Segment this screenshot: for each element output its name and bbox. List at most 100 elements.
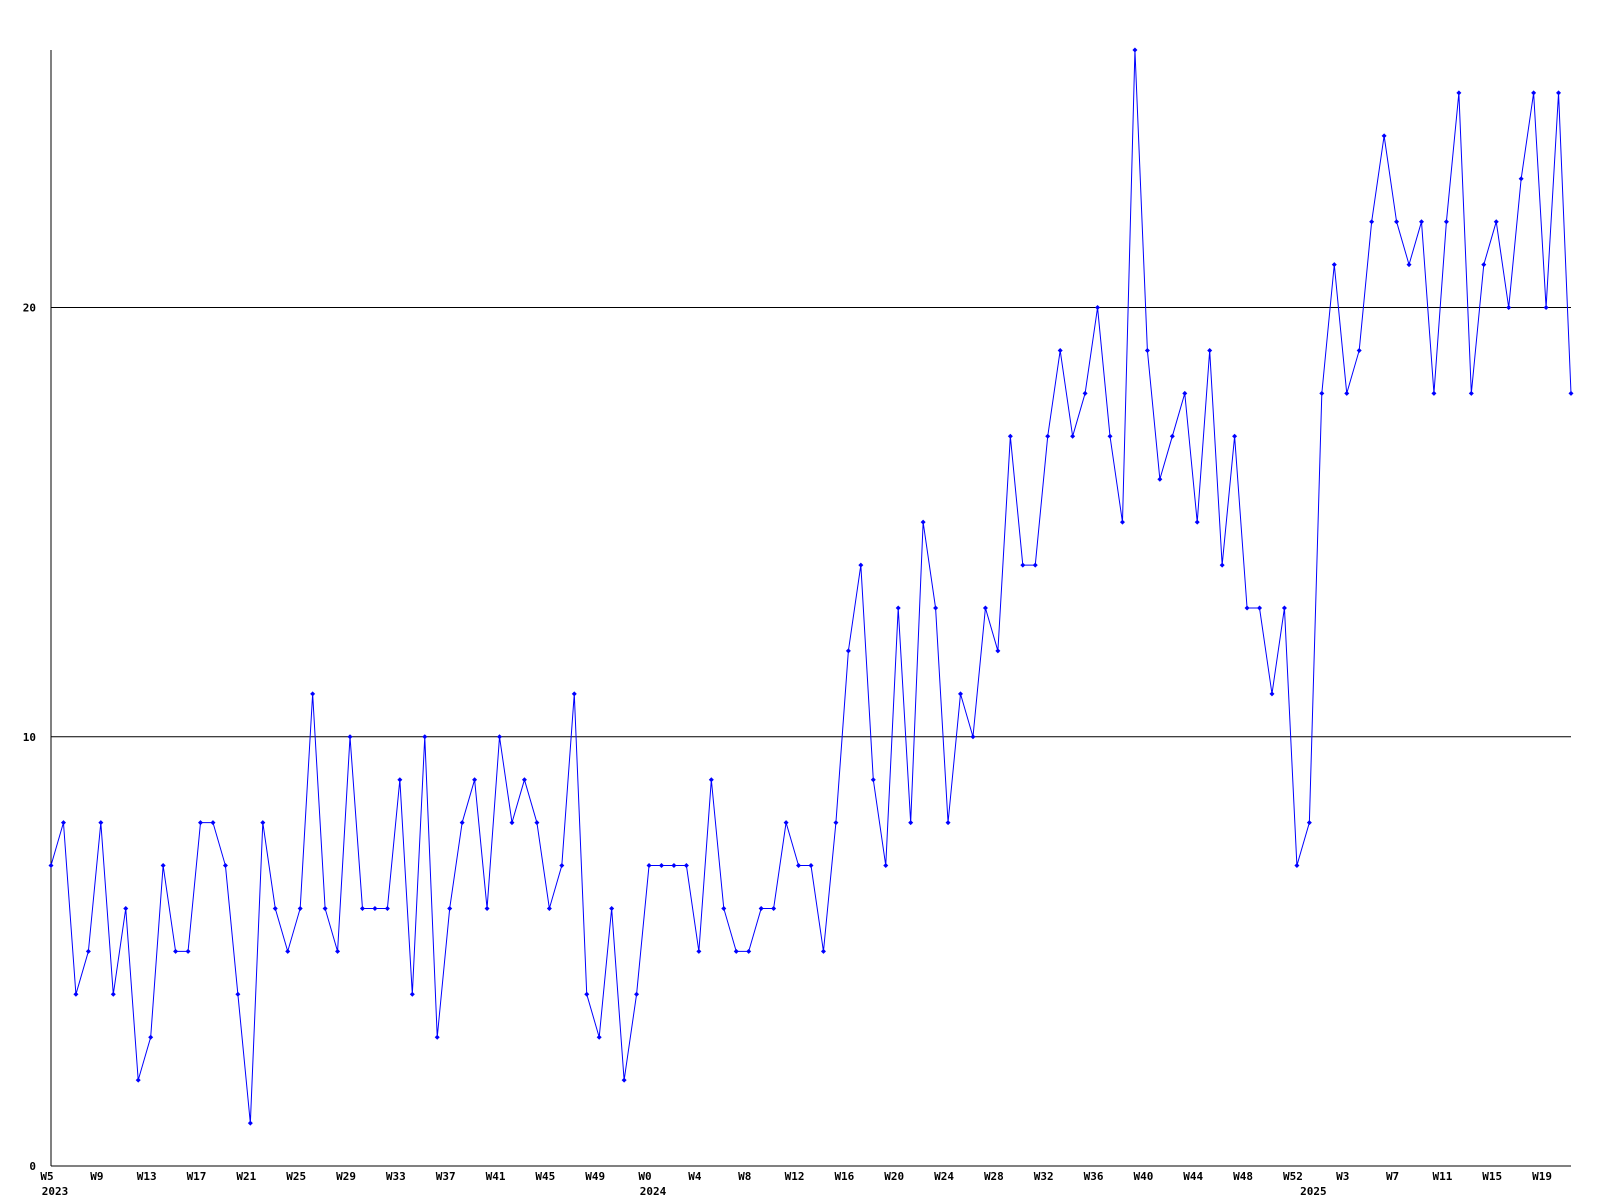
marker: [372, 905, 378, 911]
x-tick-label: W19: [1532, 1170, 1552, 1183]
marker: [1020, 562, 1026, 568]
marker: [1257, 605, 1263, 611]
marker: [1194, 519, 1200, 525]
marker: [1381, 133, 1387, 139]
marker: [1443, 219, 1449, 225]
marker: [683, 863, 689, 869]
marker: [783, 820, 789, 826]
x-tick-label: W24: [934, 1170, 954, 1183]
marker: [297, 905, 303, 911]
marker: [559, 863, 565, 869]
marker: [1481, 262, 1487, 268]
x-tick-label: W49: [585, 1170, 605, 1183]
marker: [384, 905, 390, 911]
x-tick-label: W32: [1034, 1170, 1054, 1183]
x-tick-label: W33: [386, 1170, 406, 1183]
marker: [1356, 347, 1362, 353]
marker: [98, 820, 104, 826]
marker: [123, 905, 129, 911]
marker: [1007, 433, 1013, 439]
marker: [1232, 433, 1238, 439]
marker: [808, 863, 814, 869]
marker: [434, 1034, 440, 1040]
marker: [1556, 90, 1562, 96]
year-label: 2024: [640, 1185, 667, 1198]
marker: [571, 691, 577, 697]
marker: [646, 863, 652, 869]
x-tick-label: W11: [1432, 1170, 1452, 1183]
marker: [895, 605, 901, 611]
marker: [933, 605, 939, 611]
line: [50, 49, 1572, 1124]
marker: [908, 820, 914, 826]
marker: [509, 820, 515, 826]
marker: [185, 948, 191, 954]
marker: [173, 948, 179, 954]
marker: [85, 948, 91, 954]
x-tick-label: W41: [486, 1170, 506, 1183]
marker: [1394, 219, 1400, 225]
x-tick-label: W15: [1482, 1170, 1502, 1183]
marker: [1207, 347, 1213, 353]
x-tick-label: W21: [236, 1170, 256, 1183]
y-tick-label: 10: [23, 731, 36, 744]
marker: [1045, 433, 1051, 439]
x-tick-label: W48: [1233, 1170, 1253, 1183]
marker: [1244, 605, 1250, 611]
marker: [397, 777, 403, 783]
marker: [272, 905, 278, 911]
x-tick-label: W3: [1336, 1170, 1349, 1183]
x-tick-label: W28: [984, 1170, 1004, 1183]
marker: [958, 691, 964, 697]
marker: [1144, 347, 1150, 353]
marker: [1269, 691, 1275, 697]
marker: [1281, 605, 1287, 611]
x-tick-label: W29: [336, 1170, 356, 1183]
x-tick-label: W12: [785, 1170, 805, 1183]
x-tick-label: W36: [1084, 1170, 1104, 1183]
marker: [1082, 390, 1088, 396]
marker: [135, 1077, 141, 1083]
marker: [1169, 433, 1175, 439]
x-tick-label: W7: [1386, 1170, 1399, 1183]
marker: [472, 777, 478, 783]
marker: [409, 991, 415, 997]
marker: [1219, 562, 1225, 568]
x-tick-label: W5: [40, 1170, 53, 1183]
marker: [1418, 219, 1424, 225]
marker: [534, 820, 540, 826]
marker: [995, 648, 1001, 654]
marker: [970, 734, 976, 740]
y-tick-label: 0: [29, 1160, 36, 1173]
marker: [883, 863, 889, 869]
marker: [771, 905, 777, 911]
marker: [733, 948, 739, 954]
marker: [1182, 390, 1188, 396]
marker: [1369, 219, 1375, 225]
marker: [1506, 305, 1512, 311]
marker: [1070, 433, 1076, 439]
marker: [1119, 519, 1125, 525]
marker: [310, 691, 316, 697]
marker: [758, 905, 764, 911]
marker: [447, 905, 453, 911]
marker: [920, 519, 926, 525]
marker: [1057, 347, 1063, 353]
marker: [422, 734, 428, 740]
marker: [160, 863, 166, 869]
marker: [235, 991, 241, 997]
marker: [708, 777, 714, 783]
marker: [746, 948, 752, 954]
x-tick-label: W44: [1183, 1170, 1203, 1183]
marker: [858, 562, 864, 568]
x-tick-label: W40: [1133, 1170, 1153, 1183]
marker: [1331, 262, 1337, 268]
x-tick-label: W0: [638, 1170, 651, 1183]
marker: [222, 863, 228, 869]
marker: [48, 863, 54, 869]
marker: [820, 948, 826, 954]
marker: [634, 991, 640, 997]
marker: [1306, 820, 1312, 826]
x-tick-label: W25: [286, 1170, 306, 1183]
